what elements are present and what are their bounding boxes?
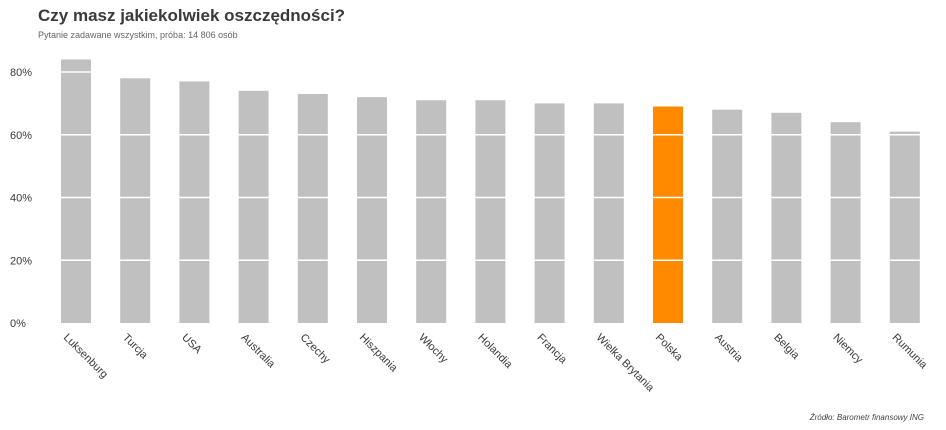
y-tick-label: 40% xyxy=(10,193,32,205)
x-tick-label: Austria xyxy=(712,332,745,365)
y-tick-label: 20% xyxy=(10,255,32,267)
bar-polska xyxy=(653,106,683,323)
x-tick-label: Luksenburg xyxy=(61,332,110,381)
x-tick-label: Australia xyxy=(238,332,277,371)
source-note: Źródło: Barometr finansowy ING xyxy=(809,413,924,422)
y-tick-label: 0% xyxy=(10,318,26,330)
x-tick-label: Czechy xyxy=(298,332,333,367)
x-axis: Luksenburg Turcja USA Australia Czechy Hiszpa… xyxy=(61,332,930,395)
gridlines xyxy=(57,71,924,261)
bar-turcja xyxy=(120,78,151,324)
x-tick-label: Włochy xyxy=(416,332,450,366)
x-tick-label: Polska xyxy=(653,332,685,364)
bar-australia xyxy=(238,90,269,323)
y-tick-label: 80% xyxy=(10,67,32,79)
x-tick-label: Turcja xyxy=(120,332,150,362)
bar-luksenburg xyxy=(61,59,91,323)
x-tick-label: USA xyxy=(179,332,204,357)
x-tick-label: Hiszpania xyxy=(357,332,400,375)
bar-czechy xyxy=(297,93,328,324)
bar-rumunia xyxy=(889,131,920,323)
y-axis: 0% 20% 40% 60% 80% xyxy=(10,67,32,330)
bar-austria xyxy=(712,109,743,324)
bar-niemcy xyxy=(830,122,861,323)
bar-francja xyxy=(534,103,565,323)
x-tick-label: Holandia xyxy=(475,332,515,372)
x-tick-label: Rumunia xyxy=(890,332,930,372)
bar-hiszpania xyxy=(357,97,387,323)
bar-belgia xyxy=(771,112,802,323)
bar-włochy xyxy=(416,100,447,323)
chart-title: Czy masz jakiekolwiek oszczędności? xyxy=(38,6,346,25)
x-tick-label: Niemcy xyxy=(830,332,865,367)
x-tick-label: Belgia xyxy=(771,332,802,363)
bar-wielka-brytania xyxy=(593,103,624,323)
x-tick-label: Francja xyxy=(534,332,569,367)
y-tick-label: 60% xyxy=(10,130,32,142)
bars-group xyxy=(61,59,920,324)
bar-usa xyxy=(179,81,210,323)
x-tick-label: Wielka Brytania xyxy=(594,332,657,395)
chart-subtitle: Pytanie zadawane wszystkim, próba: 14 80… xyxy=(38,30,238,40)
bar-holandia xyxy=(475,100,506,323)
